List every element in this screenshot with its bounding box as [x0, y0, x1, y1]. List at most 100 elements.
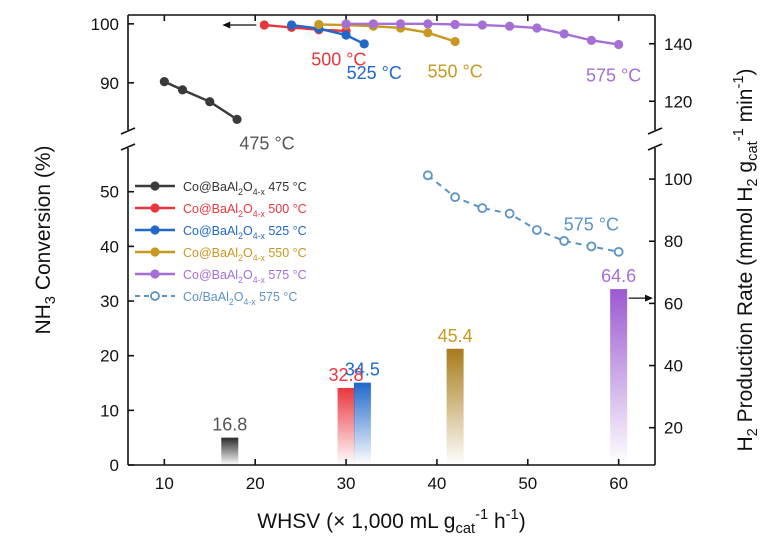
bar-value-label: 16.8 — [212, 415, 247, 435]
reference-temp-label: 575 °C — [564, 214, 619, 234]
axis-break-mark — [120, 143, 136, 151]
legend-label: Co@BaAl2O4-x 525 °C — [183, 224, 307, 241]
reference-point — [586, 241, 597, 252]
legend-entry: Co@BaAl2O4-x 500 °C — [135, 202, 307, 219]
series-layer — [159, 19, 653, 302]
left-tick-label: 90 — [100, 74, 119, 93]
axis-break-mark — [647, 143, 663, 151]
series-temp-label: 575 °C — [586, 65, 641, 85]
left-tick-label: 0 — [110, 456, 119, 475]
x-axis-title: WHSV (× 1,000 mL gcat-1 h-1) — [257, 507, 525, 537]
x-tick-label: 40 — [427, 474, 446, 493]
series-575 °C — [341, 19, 624, 50]
data-point — [177, 85, 188, 95]
data-point — [532, 23, 542, 33]
bar-32.8 — [337, 387, 355, 465]
legend-label: Co@BaAl2O4-x 550 °C — [183, 246, 307, 263]
reference-point — [450, 192, 461, 203]
right-arrow-head — [645, 294, 653, 302]
right-tick-label: 100 — [664, 170, 692, 189]
reference-point — [477, 203, 488, 214]
bars-layer — [221, 289, 628, 465]
series-temp-label: 500 °C — [311, 50, 366, 70]
left-arrow-head — [222, 21, 231, 29]
bar-value-label: 45.4 — [438, 326, 473, 346]
data-point — [423, 28, 433, 38]
legend-label: Co/BaAl2O4-x 575 °C — [183, 290, 297, 307]
data-point — [477, 20, 487, 30]
legend-marker — [150, 269, 160, 279]
right-tick-label: 120 — [664, 92, 692, 111]
bar-value-label: 64.6 — [601, 266, 636, 286]
legend-label: Co@BaAl2O4-x 575 °C — [183, 268, 307, 285]
left-axis-title: NH3 Conversion (%) — [32, 145, 59, 334]
x-tick-label: 60 — [609, 474, 628, 493]
data-point — [450, 19, 460, 30]
data-point — [395, 19, 406, 29]
left-tick-label: 50 — [100, 183, 119, 202]
legend-marker — [150, 291, 160, 301]
data-point — [450, 36, 460, 47]
series-475 °C — [159, 77, 242, 124]
bar-value-label: 32.8 — [329, 365, 364, 385]
right-tick-label: 80 — [664, 232, 683, 251]
left-tick-label: 20 — [100, 347, 119, 366]
legend-marker — [150, 181, 160, 191]
legend-entry: Co/BaAl2O4-x 575 °C — [135, 290, 297, 307]
series-line — [163, 80, 238, 121]
data-point — [286, 20, 297, 30]
series-temp-label: 525 °C — [347, 63, 402, 83]
data-point — [341, 19, 351, 29]
left-tick-label: 100 — [91, 15, 119, 34]
legend-marker — [150, 247, 160, 257]
data-point — [259, 20, 269, 30]
x-tick-label: 10 — [155, 474, 174, 493]
bar-34.5 — [353, 382, 371, 465]
left-tick-label: 10 — [100, 401, 119, 420]
data-point — [314, 19, 324, 30]
left-tick-label: 40 — [100, 237, 119, 256]
legend-entry: Co@BaAl2O4-x 525 °C — [135, 224, 307, 241]
x-tick-label: 30 — [337, 474, 356, 493]
right-tick-label: 40 — [664, 357, 683, 376]
data-point — [505, 21, 515, 31]
data-point — [205, 97, 215, 107]
right-tick-label: 140 — [664, 35, 692, 54]
reference-point — [422, 170, 433, 181]
legend-entry: Co@BaAl2O4-x 550 °C — [135, 246, 307, 263]
right-axis-title: H2 Production Rate (mmol H2 gcat-1 min-1… — [731, 68, 761, 451]
legend-label: Co@BaAl2O4-x 500 °C — [183, 202, 307, 219]
reference-point — [613, 246, 624, 257]
data-point — [368, 19, 378, 29]
legend-marker — [150, 203, 160, 213]
series-temp-label: 475 °C — [239, 133, 294, 153]
reference-point — [531, 225, 542, 235]
legend-label: Co@BaAl2O4-x 475 °C — [183, 180, 307, 197]
data-point — [559, 29, 569, 39]
legend: Co@BaAl2O4-x 475 °C Co@BaAl2O4-x 500 °C Co… — [135, 180, 307, 307]
x-tick-label: 50 — [518, 474, 537, 493]
x-tick-label: 20 — [246, 474, 265, 493]
series-line — [291, 23, 365, 45]
data-point — [586, 35, 596, 45]
axis-break-mark — [120, 127, 136, 135]
data-point — [614, 39, 624, 50]
reference-point — [504, 208, 515, 219]
series-temp-label: 550 °C — [427, 62, 482, 82]
legend-entry: Co@BaAl2O4-x 475 °C — [135, 180, 307, 197]
bar-value-label: 34.5 — [345, 360, 380, 380]
axis-break-mark — [647, 127, 663, 135]
left-tick-label: 30 — [100, 292, 119, 311]
reference-point — [559, 236, 570, 246]
data-point — [341, 30, 351, 40]
data-point — [159, 77, 169, 87]
right-tick-label: 20 — [664, 419, 683, 438]
legend-marker — [150, 225, 160, 235]
bar-45.4 — [446, 348, 464, 465]
data-point — [423, 19, 433, 29]
data-point — [359, 39, 369, 49]
bar-64.6 — [610, 289, 628, 465]
legend-entry: Co@BaAl2O4-x 575 °C — [135, 268, 307, 285]
